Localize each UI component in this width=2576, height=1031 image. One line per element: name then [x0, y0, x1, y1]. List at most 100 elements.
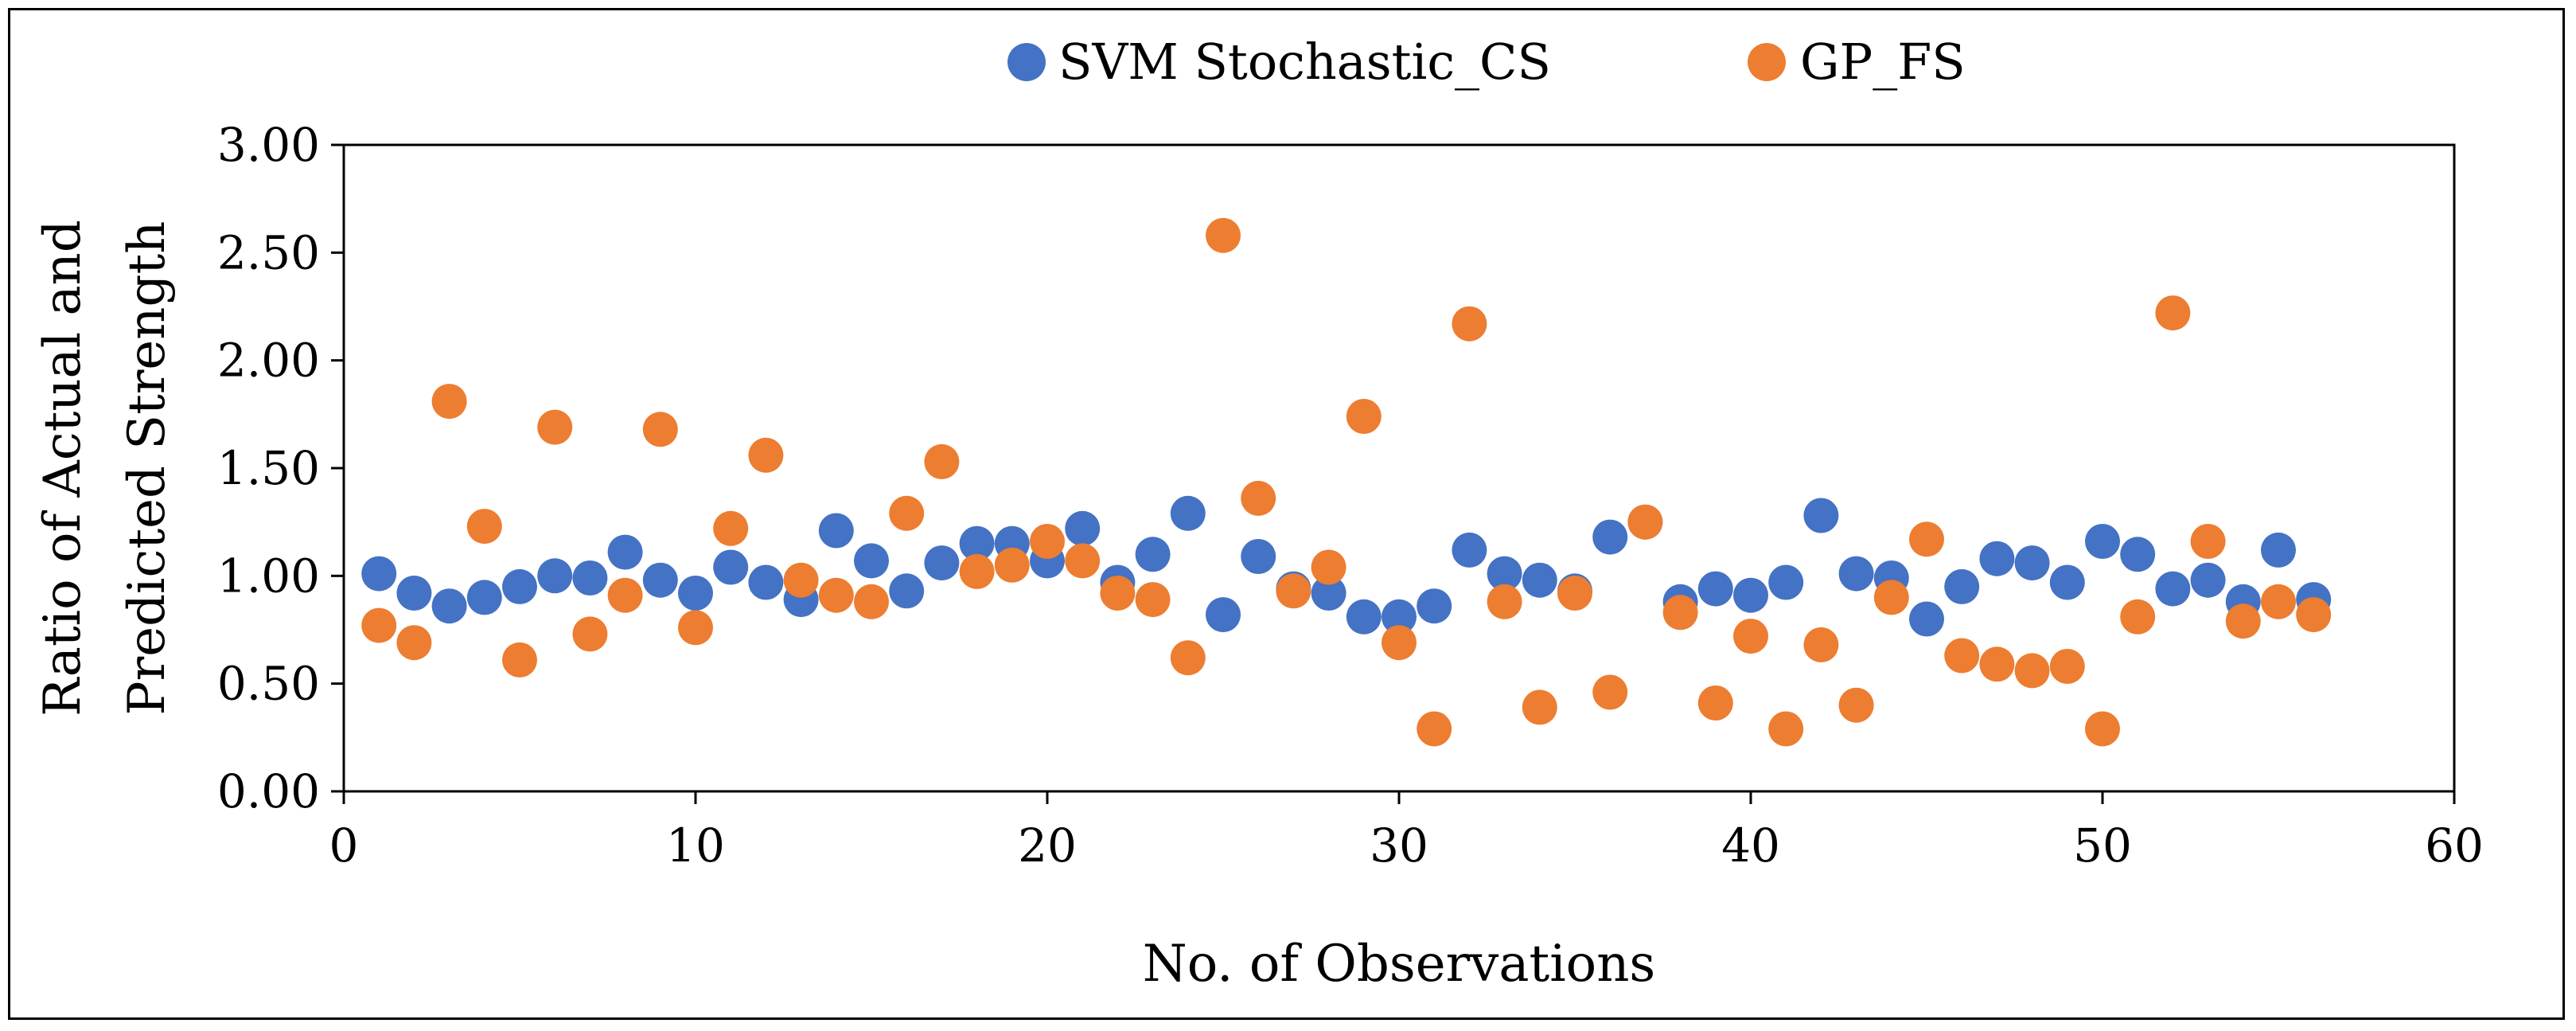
gp-point — [1417, 711, 1452, 747]
gp-point — [1276, 573, 1311, 609]
svm-point — [1838, 556, 1874, 592]
svm-point — [1979, 541, 2015, 576]
gp-point — [889, 495, 925, 531]
gp-point — [1662, 595, 1698, 631]
svm-point — [2155, 571, 2191, 607]
gp-point — [2190, 524, 2226, 559]
svm-point — [1417, 588, 1452, 624]
y-tick-label: 2.00 — [217, 334, 320, 388]
gp-point — [1733, 619, 1768, 654]
gp-point — [2120, 599, 2156, 635]
svm-point — [854, 543, 889, 579]
svm-point — [1909, 601, 1944, 637]
y-axis-title-line-2: Predicted Strength — [118, 221, 177, 716]
chart-frame — [8, 8, 2565, 1020]
gp-point — [502, 642, 537, 678]
y-tick-label: 1.00 — [217, 549, 320, 603]
y-tick-label: 0.50 — [217, 657, 320, 711]
svm-point — [1311, 576, 1346, 611]
gp-point — [572, 616, 608, 652]
legend-marker-gp — [1748, 43, 1786, 81]
gp-point — [1522, 689, 1557, 725]
gp-point — [1206, 217, 1241, 253]
gp-point — [1627, 504, 1663, 540]
svm-point — [818, 513, 854, 549]
gp-point — [1873, 580, 1909, 615]
svm-point — [502, 568, 537, 604]
svm-point — [1241, 539, 1276, 574]
x-axis-title: No. of Observations — [1143, 935, 1656, 994]
gp-point — [1909, 521, 1944, 557]
x-tick-label: 30 — [1370, 818, 1428, 873]
gp-point — [466, 509, 502, 545]
svm-point — [2049, 564, 2085, 600]
gp-point — [1311, 549, 1346, 585]
x-tick-label: 40 — [1721, 818, 1780, 873]
legend: SVM Stochastic_CS GP_FS — [1007, 33, 1966, 91]
gp-point — [959, 553, 995, 589]
y-tick-label: 3.00 — [217, 118, 320, 172]
legend-item-gp: GP_FS — [1748, 33, 1966, 91]
legend-label-svm: SVM Stochastic_CS — [1058, 33, 1551, 91]
svm-point — [396, 576, 432, 611]
svm-point — [1944, 568, 1980, 604]
gp-point — [1346, 399, 1382, 434]
x-tick-label: 0 — [329, 818, 359, 873]
gp-point — [2225, 603, 2261, 639]
gp-point — [1030, 524, 1065, 559]
svm-point — [1592, 519, 1628, 555]
svm-point — [1768, 564, 1804, 600]
gp-point — [713, 510, 749, 546]
gp-point — [1697, 685, 1733, 721]
gp-point — [1768, 711, 1804, 747]
gp-point — [537, 409, 573, 445]
svm-point — [607, 534, 643, 570]
svm-point — [537, 558, 573, 594]
svm-point — [713, 549, 749, 585]
series-gp-points — [361, 217, 2332, 747]
gp-point — [1487, 584, 1522, 619]
svm-point — [572, 560, 608, 596]
svm-point — [1522, 562, 1557, 598]
x-tick-label: 50 — [2073, 818, 2132, 873]
gp-point — [2049, 649, 2085, 684]
svm-point — [959, 525, 995, 561]
gp-point — [854, 584, 889, 619]
y-tick-label: 0.00 — [217, 764, 320, 818]
svm-point — [466, 580, 502, 615]
svm-point — [1733, 577, 1768, 613]
y-axis: 0.00 0.50 1.00 1.50 2.00 2.50 3.00 — [217, 118, 344, 818]
legend-marker-svm — [1007, 43, 1046, 81]
svm-point — [1135, 537, 1171, 572]
svm-point — [748, 564, 784, 600]
svm-point — [2085, 524, 2120, 559]
svm-point — [1065, 510, 1101, 546]
gp-point — [1979, 646, 2015, 682]
x-axis: 0 10 20 30 40 50 60 — [329, 791, 2484, 873]
svm-point — [924, 545, 960, 581]
svm-point — [1803, 498, 1839, 533]
y-tick-label: 1.50 — [217, 441, 320, 495]
gp-point — [1803, 627, 1839, 662]
svm-point — [1452, 532, 1487, 568]
gp-point — [1241, 480, 1276, 516]
gp-point — [2261, 584, 2296, 619]
x-tick-label: 60 — [2425, 818, 2484, 873]
svm-point — [1487, 556, 1522, 592]
svm-point — [642, 562, 678, 598]
svm-point — [889, 573, 925, 609]
svm-point — [678, 576, 713, 611]
svm-point — [1346, 599, 1382, 635]
gp-point — [1170, 640, 1206, 676]
gp-point — [1944, 638, 1980, 674]
gp-point — [1135, 582, 1171, 618]
gp-point — [1100, 576, 1136, 611]
gp-point — [1452, 306, 1487, 342]
svm-point — [431, 588, 467, 624]
y-axis-title: Ratio of Actual and Predicted Strength — [33, 220, 177, 717]
gp-point — [1838, 687, 1874, 723]
x-tick-label: 10 — [666, 818, 725, 873]
gp-point — [1382, 625, 1417, 661]
gp-point — [2296, 597, 2332, 633]
